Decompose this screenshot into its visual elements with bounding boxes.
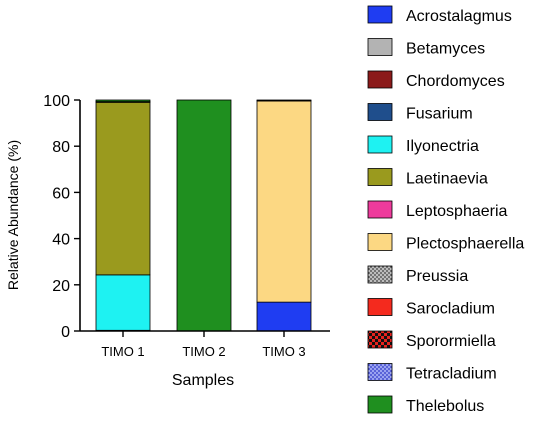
legend-swatch	[367, 363, 393, 381]
bar-segment-timo-1-ilyonectria	[95, 274, 151, 331]
legend-item-leptosphaeria: Leptosphaeria	[367, 200, 508, 220]
y-tick-label: 100	[43, 93, 70, 110]
legend-label: Leptosphaeria	[406, 203, 508, 220]
legend-label: Laetinaevia	[406, 171, 488, 188]
y-tick-label: 20	[52, 278, 70, 295]
y-axis-title: Relative Abundance (%)	[5, 140, 21, 290]
legend-item-laetinaevia: Laetinaevia	[367, 168, 488, 188]
x-tick-label-timo-2: TIMO 2	[182, 344, 225, 359]
bar-segment-timo-3-acrostalagmus	[256, 301, 312, 332]
legend-swatch	[367, 135, 393, 154]
bar-segment-timo-1-laetinaevia	[95, 101, 151, 276]
legend-swatch	[367, 265, 393, 284]
y-tick-label: 60	[52, 185, 70, 202]
y-tick-label: 40	[52, 232, 70, 249]
legend-label: Ilyonectria	[406, 138, 479, 155]
legend-swatch	[367, 200, 393, 219]
x-tick-label-timo-1: TIMO 1	[101, 344, 144, 359]
legend-swatch	[367, 5, 393, 24]
legend-item-plectosphaerella: Plectosphaerella	[367, 233, 524, 253]
legend-label: Sarocladium	[406, 301, 495, 318]
legend-item-acrostalagmus: Acrostalagmus	[367, 5, 512, 25]
legend-label: Fusarium	[406, 106, 473, 123]
legend-swatch	[367, 70, 393, 89]
legend-label: Betamyces	[406, 41, 485, 58]
legend-item-ilyonectria: Ilyonectria	[367, 135, 479, 155]
legend-swatch	[367, 298, 393, 316]
x-axis-title: Samples	[172, 372, 234, 389]
legend-label: Thelebolus	[406, 398, 484, 415]
y-tick-label: 0	[61, 324, 70, 341]
legend-swatch	[367, 168, 393, 186]
x-tick-label-timo-3: TIMO 3	[262, 344, 305, 359]
bar-segment-timo-2-thelebolus	[176, 99, 232, 332]
legend-item-tetracladium: Tetracladium	[367, 363, 497, 383]
legend-label: Plectosphaerella	[406, 236, 524, 253]
legend-item-preussia: Preussia	[367, 265, 468, 285]
bar-segment-timo-1-thelebolus	[95, 99, 151, 103]
bars-layer	[95, 99, 312, 332]
legend-item-betamyces: Betamyces	[367, 38, 485, 58]
legend-item-chordomyces: Chordomyces	[367, 70, 505, 90]
legend-swatch	[367, 103, 393, 121]
legend-item-thelebolus: Thelebolus	[367, 395, 484, 415]
legend-item-sporormiella: Sporormiella	[367, 330, 496, 350]
legend-swatch	[367, 330, 393, 349]
legend-swatch	[367, 38, 393, 56]
legend-label: Acrostalagmus	[406, 8, 512, 25]
y-tick-label: 80	[52, 139, 70, 156]
legend-label: Chordomyces	[406, 73, 505, 90]
legend-item-sarocladium: Sarocladium	[367, 298, 495, 318]
legend-swatch	[367, 395, 393, 414]
axes-layer: 0 20 40 60 80 100 TIMO 1 TIMO 2 TIMO 3	[43, 93, 330, 359]
bar-segment-timo-3-plectosphaerella	[256, 100, 312, 303]
legend-item-fusarium: Fusarium	[367, 103, 473, 123]
legend-label: Tetracladium	[406, 366, 497, 383]
legend-swatch	[367, 233, 393, 251]
legend-label: Sporormiella	[406, 333, 496, 350]
legend: Acrostalagmus Betamyces Chordomyces Fusariu…	[367, 5, 524, 415]
bar-segment-timo-3-tetracladium	[256, 99, 312, 102]
legend-label: Preussia	[406, 268, 468, 285]
